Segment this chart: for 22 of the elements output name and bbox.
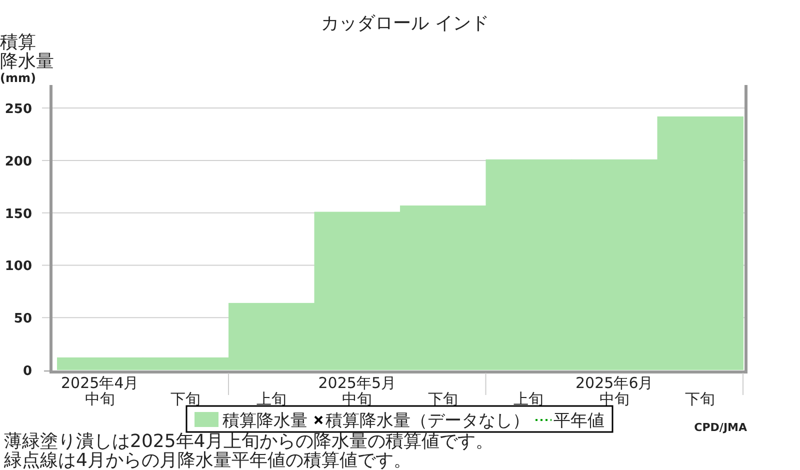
legend-label: 平年値 <box>554 411 604 431</box>
y-tick-label: 0 <box>22 364 32 379</box>
y-axis-title: 積算降水量(mm) <box>0 32 54 85</box>
x-tick-label: 2025年5月中旬 <box>318 374 396 408</box>
x-tick-label: 下旬 <box>170 390 201 408</box>
x-tick-label: 下旬 <box>685 390 716 408</box>
y-tick-label: 100 <box>4 259 32 274</box>
y-tick-label: 200 <box>4 154 32 170</box>
text: 薄緑塗り潰しは2025年4月上旬からの降水量の積算値です。 <box>4 431 494 452</box>
legend-label: 積算降水量（データなし） <box>326 411 530 431</box>
x-tick-label: 上旬 <box>514 390 544 408</box>
x-tick-label: 上旬 <box>256 390 286 408</box>
text: CPD/JMA <box>694 421 748 434</box>
y-tick-label: 50 <box>14 312 32 327</box>
legend-label: 積算降水量 <box>222 411 308 431</box>
x-tick-label: 下旬 <box>428 390 458 408</box>
x-tick-label: 2025年6月中旬 <box>576 374 654 408</box>
y-tick-label: 250 <box>4 102 32 118</box>
text: 緑点線は4月からの月降水量平年値の積算値です。 <box>3 450 412 470</box>
y-tick-label: 150 <box>4 206 32 222</box>
chart-title: カッダロール インド <box>321 13 489 34</box>
x-tick-label: 2025年4月中旬 <box>61 374 139 408</box>
